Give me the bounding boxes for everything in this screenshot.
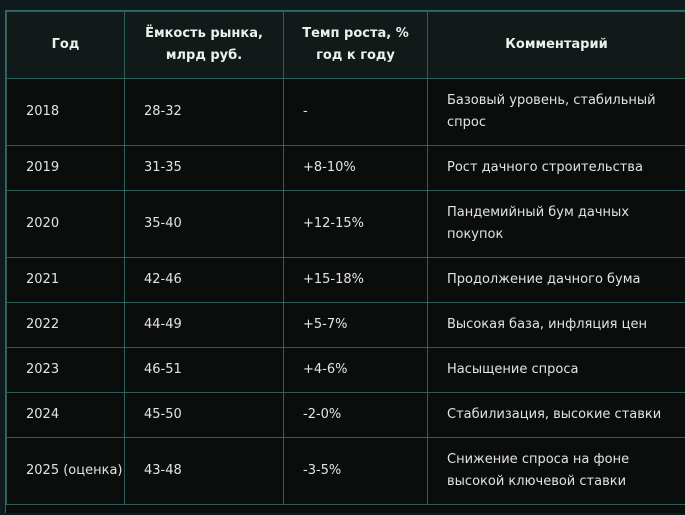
- cell-year: 2024: [6, 392, 125, 438]
- market-table-container: Год Ёмкость рынка, млрд руб. Темп роста,…: [5, 10, 685, 513]
- cell-growth: -3-5%: [283, 437, 428, 505]
- header-comment: Комментарий: [427, 11, 685, 79]
- header-capacity: Ёмкость рынка, млрд руб.: [124, 11, 284, 79]
- table-row: 2018 28-32 - Базовый уровень, стабильный…: [6, 78, 685, 146]
- cell-comment: Снижение спроса на фоне высокой ключевой…: [427, 437, 685, 505]
- table-header-row: Год Ёмкость рынка, млрд руб. Темп роста,…: [6, 11, 685, 79]
- header-growth: Темп роста, % год к году: [283, 11, 428, 79]
- header-year: Год: [6, 11, 125, 79]
- cell-capacity: 35-40: [124, 190, 284, 258]
- table-row: 2024 45-50 -2-0% Стабилизация, высокие с…: [6, 392, 685, 438]
- cell-year: 2021: [6, 257, 125, 303]
- cell-capacity: 46-51: [124, 347, 284, 393]
- cell-comment: Базовый уровень, стабильный спрос: [427, 78, 685, 146]
- cell-growth: -2-0%: [283, 392, 428, 438]
- cell-growth: -: [283, 78, 428, 146]
- cell-growth: +12-15%: [283, 190, 428, 258]
- cell-year: 2018: [6, 78, 125, 146]
- market-capacity-table: Год Ёмкость рынка, млрд руб. Темп роста,…: [6, 11, 685, 505]
- cell-growth: +8-10%: [283, 145, 428, 191]
- cell-year: 2023: [6, 347, 125, 393]
- cell-comment: Высокая база, инфляция цен: [427, 302, 685, 348]
- table-row: 2020 35-40 +12-15% Пандемийный бум дачны…: [6, 190, 685, 258]
- cell-capacity: 45-50: [124, 392, 284, 438]
- cell-comment: Рост дачного строительства: [427, 145, 685, 191]
- cell-year: 2025 (оценка): [6, 437, 125, 505]
- cell-comment: Насыщение спроса: [427, 347, 685, 393]
- cell-comment: Пандемийный бум дачных покупок: [427, 190, 685, 258]
- cell-capacity: 43-48: [124, 437, 284, 505]
- table-row: 2025 (оценка) 43-48 -3-5% Снижение спрос…: [6, 437, 685, 505]
- table-row: 2021 42-46 +15-18% Продолжение дачного б…: [6, 257, 685, 303]
- table-row: 2022 44-49 +5-7% Высокая база, инфляция …: [6, 302, 685, 348]
- cell-growth: +5-7%: [283, 302, 428, 348]
- cell-capacity: 42-46: [124, 257, 284, 303]
- table-row: 2019 31-35 +8-10% Рост дачного строитель…: [6, 145, 685, 191]
- cell-growth: +4-6%: [283, 347, 428, 393]
- cell-capacity: 31-35: [124, 145, 284, 191]
- cell-comment: Продолжение дачного бума: [427, 257, 685, 303]
- cell-capacity: 44-49: [124, 302, 284, 348]
- cell-year: 2020: [6, 190, 125, 258]
- cell-growth: +15-18%: [283, 257, 428, 303]
- cell-year: 2022: [6, 302, 125, 348]
- cell-year: 2019: [6, 145, 125, 191]
- cell-capacity: 28-32: [124, 78, 284, 146]
- table-row: 2023 46-51 +4-6% Насыщение спроса: [6, 347, 685, 393]
- cell-comment: Стабилизация, высокие ставки: [427, 392, 685, 438]
